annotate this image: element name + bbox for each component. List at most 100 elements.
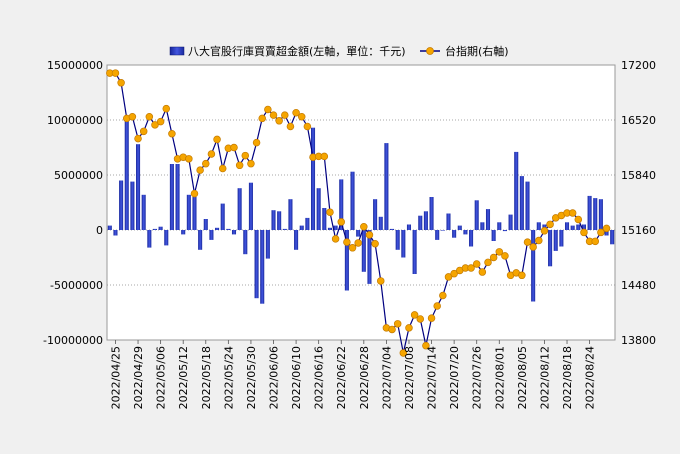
bar [119,180,124,230]
bar [435,230,440,240]
bar [237,188,242,230]
bar [390,228,395,230]
line-point [320,152,329,161]
x-tick-label: 2022/07/04 [380,346,393,409]
line-point [518,271,526,280]
line-point [388,325,396,334]
line-point [134,134,142,143]
line-point [427,314,436,322]
right-axis: 13800 14480 15160 15840 16520 17200 [621,59,656,347]
bar [136,144,141,230]
left-tick-label: 10000000 [47,114,103,127]
line-point [410,311,419,319]
bar [299,225,304,230]
bar [226,228,231,230]
x-tick-label: 2022/05/24 [222,346,235,409]
bar [209,230,214,240]
line-point [597,228,605,237]
bar [514,151,519,230]
bar [378,216,383,230]
x-tick-label: 2022/05/30 [245,346,258,409]
line-point [252,138,261,147]
line-point [580,228,588,237]
bar [508,214,513,230]
bar [203,219,208,230]
bar [548,230,553,267]
line-point [501,252,509,260]
line-point [331,235,340,243]
line-point [523,238,532,246]
x-tick-label: 2022/05/18 [200,346,213,409]
bar [130,181,135,230]
line-point [365,231,374,239]
x-tick-label: 2022/08/12 [538,346,551,409]
bar [152,228,158,230]
line-point [111,69,120,77]
line-point [591,237,599,246]
bar [322,208,327,230]
bar [463,230,468,235]
line-point [489,253,498,262]
right-tick-label: 14480 [621,279,656,292]
bar [373,199,378,230]
line-point [602,224,611,233]
line-point [297,113,306,121]
bar [192,197,197,230]
legend-bar-label: 八大官股行庫買賣超金額(左軸，單位：千元) [188,44,406,58]
line-point [303,122,312,131]
left-tick-label: -10000000 [43,334,103,347]
bar [294,230,299,250]
line-point [185,155,193,163]
bar [610,230,615,245]
line-point [467,264,475,272]
line-point [337,218,345,226]
line-point [207,150,216,158]
left-tick-label: 5000000 [54,169,103,182]
line-point [258,114,266,123]
bar [581,224,586,230]
bar [367,230,372,284]
line-point [495,248,504,256]
bar [570,225,575,230]
right-tick-label: 13800 [621,334,656,347]
bar [593,198,598,230]
bar [265,230,270,259]
bar [384,143,389,230]
bar [107,225,112,230]
line-point [416,315,425,323]
right-tick-label: 17200 [621,59,656,72]
line-point [292,108,300,117]
line-point [235,161,244,170]
x-tick-label: 2022/06/10 [290,346,303,409]
x-tick-label: 2022/04/29 [132,346,145,409]
right-tick-label: 15840 [621,169,656,182]
left-tick-label: -5000000 [50,279,103,292]
bar [198,230,203,250]
bar [186,194,191,230]
left-tick-label: 0 [96,224,103,237]
line-point [568,209,577,217]
x-tick-label: 2022/08/05 [516,346,529,409]
x-tick-label: 2022/07/08 [403,346,416,409]
bar [339,179,344,230]
bar-series [107,117,615,304]
bar [457,225,462,230]
bar [604,230,609,236]
line-point [168,130,176,138]
bar [480,222,485,230]
line-point [478,268,487,276]
x-tick-label: 2022/05/06 [155,346,168,409]
bar [519,176,524,230]
bar [220,203,225,230]
bar [502,230,507,232]
bar [243,230,248,255]
line-point [196,166,204,174]
bar [395,230,400,250]
line-point [162,104,171,113]
left-tick-label: 15000000 [47,59,103,72]
legend-bar-swatch [169,46,185,56]
bar [181,230,186,235]
line-point [484,258,492,267]
bar [452,230,457,238]
